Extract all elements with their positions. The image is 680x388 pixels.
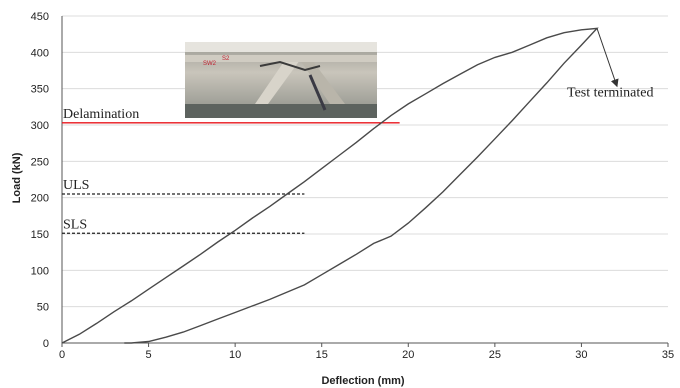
x-tick-label: 15 <box>316 349 328 361</box>
x-tick-label: 30 <box>575 349 587 361</box>
reference-label-delamination: Delamination <box>63 107 139 122</box>
y-tick-label: 400 <box>31 47 49 59</box>
svg-text:S2: S2 <box>222 56 230 62</box>
y-tick-label: 450 <box>31 11 49 23</box>
x-tick-label: 20 <box>402 349 414 361</box>
y-tick-label: 200 <box>31 193 49 205</box>
axes <box>61 16 668 344</box>
x-axis-label: Deflection (mm) <box>321 375 404 387</box>
reference-label-uls: ULS <box>63 178 89 193</box>
gridlines <box>62 15 668 308</box>
x-tick-label: 35 <box>662 349 674 361</box>
y-tick-label: 300 <box>31 120 49 132</box>
y-tick-label: 350 <box>31 84 49 96</box>
y-tick-label: 0 <box>43 338 49 350</box>
y-tick-label: 150 <box>31 229 49 241</box>
y-tick-label: 50 <box>37 302 49 314</box>
x-tick-label: 0 <box>59 349 65 361</box>
reference-lines: Delamination ULS SLS <box>62 107 400 234</box>
annotation-test-terminated: Test terminated <box>567 85 654 100</box>
load-deflection-curve <box>61 27 599 344</box>
x-tick-label: 10 <box>229 349 241 361</box>
annotation-arrow <box>596 28 619 88</box>
x-tick-label: 25 <box>489 349 501 361</box>
y-tick-label: 250 <box>31 156 49 168</box>
specimen-photo: SW2 S2 <box>185 42 377 118</box>
tick-labels: 0 5 10 15 20 25 30 3505010015020025030035040045… <box>31 11 674 361</box>
x-tick-label: 5 <box>146 349 152 361</box>
y-tick-label: 100 <box>31 265 49 277</box>
svg-text:SW2: SW2 <box>203 61 217 67</box>
reference-label-sls: SLS <box>63 217 87 232</box>
y-axis-label: Load (kN) <box>11 152 23 203</box>
annotations: Test terminated <box>567 28 654 100</box>
